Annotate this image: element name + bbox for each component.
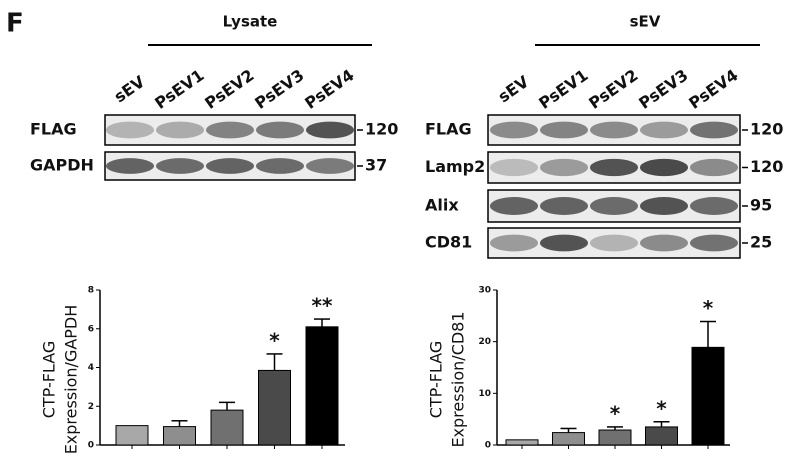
- lane-label: PsEV1: [151, 66, 207, 113]
- blot-band: [156, 158, 204, 174]
- y-tick-label: 10: [478, 389, 491, 399]
- lane-label: PsEV2: [201, 66, 257, 113]
- y-axis-label: CTP-FLAG: [40, 341, 59, 419]
- blot-band: [540, 121, 588, 139]
- panel-letter: F: [6, 9, 24, 39]
- y-tick-label: 8: [88, 286, 94, 296]
- bar: [210, 409, 244, 446]
- lane-label: PsEV1: [535, 66, 591, 113]
- y-tick-label: 2: [88, 402, 94, 412]
- row-label: Alix: [425, 196, 459, 215]
- blot-band: [690, 234, 738, 252]
- bar: [305, 326, 339, 446]
- significance: *: [269, 328, 280, 352]
- y-tick-label: 0: [485, 441, 491, 451]
- row-label: CD81: [425, 233, 472, 252]
- blot-band: [206, 121, 254, 139]
- mw-label: 120: [750, 157, 783, 176]
- lane-label: sEV: [111, 72, 149, 107]
- mw-label: 120: [365, 120, 398, 139]
- y-tick-label: 6: [88, 324, 94, 334]
- blot-band: [690, 158, 738, 177]
- blot-band: [306, 158, 354, 174]
- row-label: FLAG: [425, 120, 472, 139]
- bar: [505, 439, 539, 446]
- lane-label: PsEV3: [635, 66, 691, 113]
- significance: *: [656, 396, 667, 420]
- blot-band: [106, 158, 154, 174]
- blot-band: [590, 197, 638, 215]
- significance: **: [312, 294, 333, 318]
- blot-title: sEV: [630, 13, 661, 31]
- blot-band: [690, 197, 738, 215]
- bar: [598, 429, 632, 446]
- mw-label: 25: [750, 233, 772, 252]
- blot-band: [490, 121, 538, 139]
- blot-band: [206, 158, 254, 174]
- bar: [691, 346, 725, 446]
- lane-label: PsEV4: [685, 66, 741, 113]
- mw-label: 95: [750, 196, 772, 215]
- blot-band: [590, 234, 638, 252]
- blot-band: [540, 158, 588, 177]
- y-axis-label: Expression/CD81: [449, 311, 468, 447]
- blot-band: [590, 121, 638, 139]
- blot-band: [640, 158, 688, 177]
- y-axis-label: CTP-FLAG: [427, 341, 446, 419]
- significance: *: [610, 401, 621, 425]
- blot-band: [256, 158, 304, 174]
- significance: *: [703, 296, 714, 320]
- blot-title: Lysate: [223, 13, 278, 31]
- y-tick-label: 20: [478, 337, 491, 347]
- bar: [163, 426, 196, 446]
- blot-band: [640, 234, 688, 252]
- blot-band: [490, 197, 538, 215]
- blot-band: [540, 234, 588, 252]
- blot-band: [490, 234, 538, 252]
- bar: [552, 432, 585, 446]
- lane-label: PsEV3: [251, 66, 307, 113]
- bar: [258, 369, 291, 446]
- blot-band: [640, 121, 688, 139]
- blot-band: [590, 158, 638, 177]
- blot-band: [156, 121, 204, 139]
- mw-label: 120: [750, 120, 783, 139]
- blot-band: [306, 121, 354, 139]
- mw-label: 37: [365, 156, 387, 175]
- lane-label: PsEV4: [301, 66, 357, 113]
- lane-label: PsEV2: [585, 66, 641, 113]
- blot-band: [106, 121, 154, 139]
- y-axis-label: Expression/GAPDH: [62, 305, 81, 455]
- y-tick-label: 4: [88, 363, 94, 373]
- blot-band: [640, 197, 688, 215]
- row-label: FLAG: [30, 120, 77, 139]
- bar: [645, 426, 678, 446]
- bar: [115, 425, 149, 446]
- blot-band: [490, 158, 538, 177]
- lane-label: sEV: [495, 72, 533, 107]
- y-tick-label: 30: [478, 286, 491, 296]
- blot-band: [256, 121, 304, 139]
- blot-band: [540, 197, 588, 215]
- blot-band: [690, 121, 738, 139]
- row-label: Lamp2: [425, 157, 485, 176]
- row-label: GAPDH: [30, 156, 94, 175]
- y-tick-label: 0: [88, 441, 94, 451]
